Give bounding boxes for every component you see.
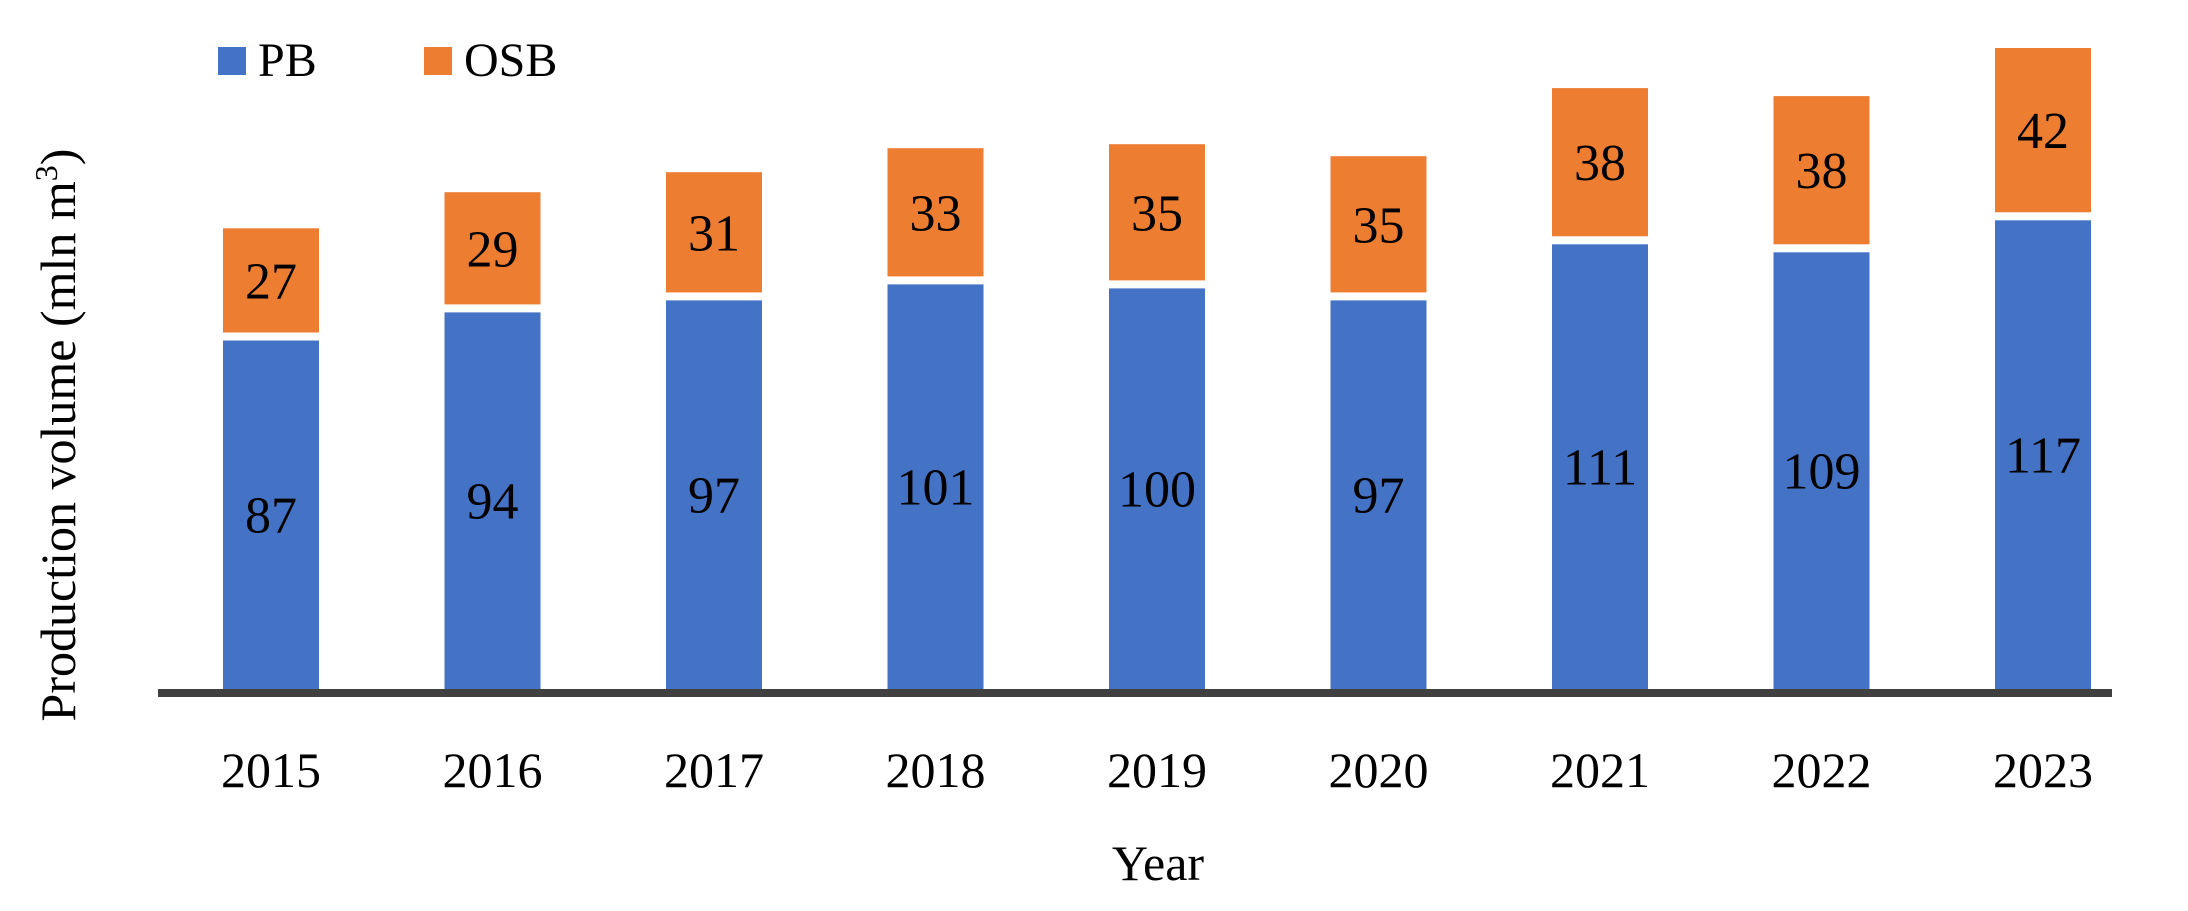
x-tick-label-2021: 2021 — [1550, 742, 1650, 798]
legend: PB OSB — [218, 34, 557, 87]
bar-pb-2017 — [666, 300, 762, 689]
bar-pb-2020 — [1330, 300, 1427, 689]
bar-pb-2023 — [1995, 220, 2091, 690]
x-axis-label: Year — [1112, 835, 1204, 891]
data-label-pb-2023: 117 — [2005, 428, 2081, 485]
data-label-osb-2022: 38 — [1796, 143, 1848, 200]
x-tick-labels-group: 2015 2016 2017 2018 2019 2020 2021 2022 2023 — [221, 742, 2093, 798]
bar-osb-2022 — [1773, 96, 1870, 245]
data-label-pb-2019: 100 — [1118, 462, 1196, 519]
legend-label-pb: PB — [258, 34, 317, 87]
bar-osb-2023 — [1995, 48, 2091, 213]
data-label-osb-2019: 35 — [1131, 185, 1183, 242]
bar-pb-2022 — [1773, 252, 1870, 690]
y-axis-label-text: Production volume (mln m — [30, 181, 86, 721]
bar-pb-2019 — [1109, 288, 1205, 689]
data-label-pb-2020: 97 — [1353, 468, 1405, 525]
x-tick-label-2018: 2018 — [886, 742, 986, 798]
legend-swatch-pb — [218, 47, 246, 75]
legend-swatch-osb — [424, 47, 452, 75]
data-label-osb-2023: 42 — [2017, 103, 2069, 160]
x-tick-label-2020: 2020 — [1329, 742, 1429, 798]
x-tick-label-2016: 2016 — [443, 742, 543, 798]
data-label-pb-2022: 109 — [1783, 444, 1861, 501]
bar-osb-2019 — [1109, 144, 1205, 281]
y-axis-label: Production volume (mln m3) — [28, 149, 86, 722]
data-label-pb-2021: 111 — [1563, 440, 1637, 497]
data-label-osb-2017: 31 — [688, 205, 740, 262]
bar-osb-2021 — [1552, 88, 1648, 237]
data-label-osb-2021: 38 — [1574, 135, 1626, 192]
bar-osb-2016 — [444, 192, 541, 305]
data-label-osb-2018: 33 — [910, 185, 962, 242]
bar-osb-2015 — [223, 228, 319, 333]
data-labels-group: 87 27 94 29 97 31 101 33 100 35 97 35 111 38 109 38 117 4… — [245, 103, 2081, 545]
bar-pb-2016 — [444, 312, 541, 689]
x-tick-label-2015: 2015 — [221, 742, 321, 798]
data-label-osb-2016: 29 — [467, 221, 519, 278]
legend-label-osb: OSB — [464, 34, 557, 87]
x-tick-label-2023: 2023 — [1993, 742, 2093, 798]
x-tick-label-2017: 2017 — [664, 742, 764, 798]
y-axis-label-suffix: ) — [30, 149, 86, 166]
bars-group — [223, 48, 2091, 690]
y-axis-label-superscript: 3 — [28, 165, 64, 181]
x-tick-label-2019: 2019 — [1107, 742, 1207, 798]
bar-pb-2015 — [223, 340, 319, 689]
data-label-pb-2016: 94 — [467, 474, 519, 531]
data-label-pb-2015: 87 — [245, 488, 297, 545]
data-label-osb-2015: 27 — [245, 253, 297, 310]
bar-osb-2017 — [666, 172, 762, 293]
data-label-osb-2020: 35 — [1353, 197, 1405, 254]
bar-osb-2018 — [887, 148, 984, 277]
bar-pb-2021 — [1552, 244, 1648, 690]
bar-osb-2020 — [1330, 156, 1427, 293]
bar-pb-2018 — [887, 284, 984, 689]
x-tick-label-2022: 2022 — [1772, 742, 1872, 798]
data-label-pb-2017: 97 — [688, 468, 740, 525]
data-label-pb-2018: 101 — [897, 460, 975, 517]
